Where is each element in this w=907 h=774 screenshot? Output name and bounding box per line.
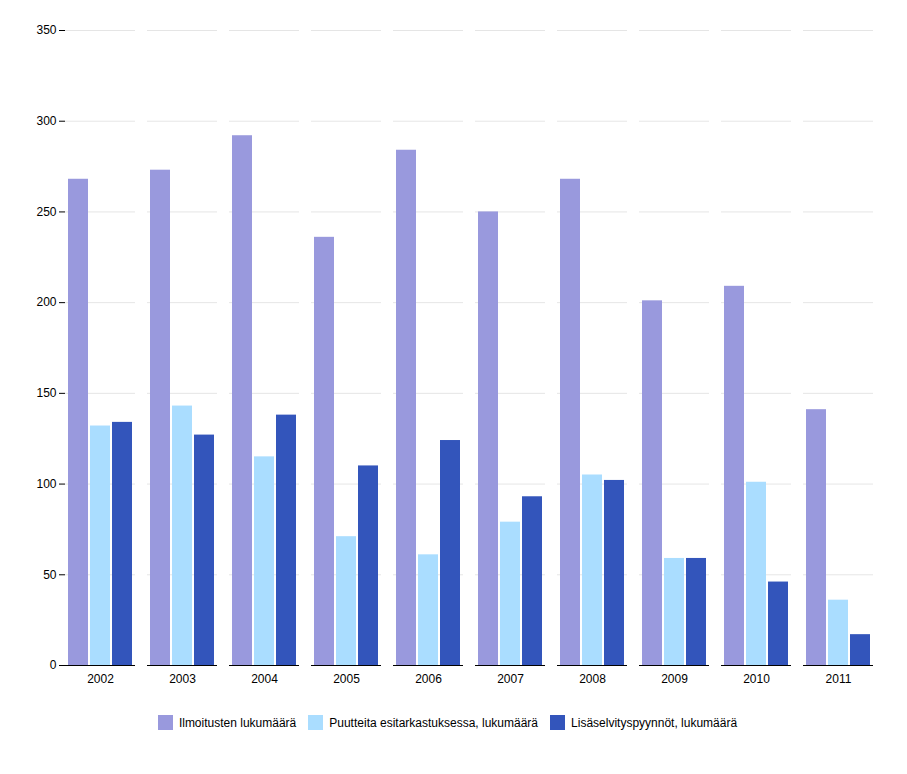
svg-text:150: 150 (36, 386, 56, 400)
svg-text:100: 100 (36, 477, 56, 491)
svg-text:300: 300 (36, 114, 56, 128)
svg-text:2007: 2007 (497, 672, 524, 686)
html-text:Ilmoitusten lukumäärä: Ilmoitusten lukumäärä (178, 715, 297, 730)
svg-text:2011: 2011 (826, 672, 852, 686)
svg-text:2008: 2008 (579, 672, 606, 686)
svg-text:50: 50 (43, 568, 57, 582)
svg-text:2009: 2009 (661, 672, 688, 686)
svg-text:2003: 2003 (169, 672, 196, 686)
svg-text:2004: 2004 (251, 672, 278, 686)
html-text:Puutteita esitarkastuksessa, l: Puutteita esitarkastuksessa, lukumäärä (329, 715, 538, 730)
html-text:Lisäselvityspyynnöt, lukumäärä: Lisäselvityspyynnöt, lukumäärä (571, 715, 738, 730)
svg-text:250: 250 (36, 205, 56, 219)
svg-text:2010: 2010 (743, 672, 770, 686)
svg-text:350: 350 (36, 23, 56, 37)
svg-text:200: 200 (36, 295, 56, 309)
svg-text:2006: 2006 (415, 672, 442, 686)
svg-text:2002: 2002 (87, 672, 114, 686)
svg-text:2005: 2005 (333, 672, 360, 686)
svg-text:0: 0 (50, 658, 57, 672)
